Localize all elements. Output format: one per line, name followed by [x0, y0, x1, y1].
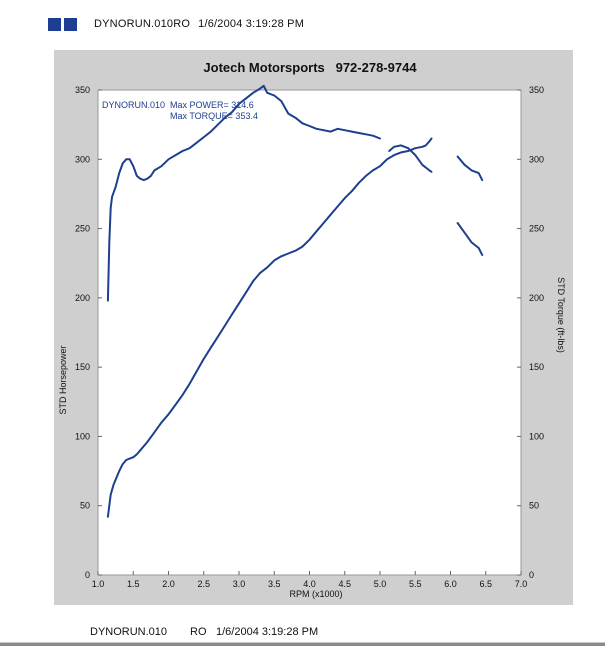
- x-tick-label: 6.0: [444, 579, 457, 589]
- y2-tick-label: 50: [529, 501, 539, 511]
- footer-code: RO: [190, 626, 207, 638]
- x-tick-label: 4.5: [338, 579, 351, 589]
- y2-tick-label: 250: [529, 224, 544, 234]
- x-tick-label: 1.0: [92, 579, 105, 589]
- y-tick-label: 50: [80, 501, 90, 511]
- chart-title: Jotech Motorsports 972-278-9744: [203, 60, 417, 75]
- footer-rule: [0, 643, 605, 646]
- footer-timestamp: 1/6/2004 3:19:28 PM: [216, 626, 319, 638]
- y2-tick-label: 100: [529, 431, 544, 441]
- y-tick-label: 0: [85, 570, 90, 580]
- y2-tick-label: 150: [529, 362, 544, 372]
- footer-rule: [0, 642, 605, 643]
- report-footer: DYNORUN.010 RO 1/6/2004 3:19:28 PM: [0, 620, 605, 646]
- y2-tick-label: 300: [529, 154, 544, 164]
- x-tick-label: 5.0: [374, 579, 387, 589]
- max-power-annotation: DYNORUN.010 Max POWER= 314.6: [102, 100, 254, 110]
- dyno-chart-panel: Jotech Motorsports 972-278-9744 RPM (x10…: [54, 50, 573, 605]
- y-tick-label: 150: [75, 362, 90, 372]
- logo-square-icon: [64, 17, 77, 31]
- x-tick-label: 3.5: [268, 579, 281, 589]
- y-tick-label: 300: [75, 154, 90, 164]
- x-tick-label: 1.5: [127, 579, 140, 589]
- y-tick-label: 100: [75, 431, 90, 441]
- x-axis-label: RPM (x1000): [289, 589, 342, 599]
- x-tick-label: 2.0: [162, 579, 175, 589]
- y-axis-label: STD Horsepower: [58, 345, 68, 414]
- logo-square-icon: [48, 17, 61, 31]
- header-run-label: DYNORUN.010RO: [94, 18, 191, 30]
- y2-tick-label: 0: [529, 570, 534, 580]
- y2-tick-label: 350: [529, 85, 544, 95]
- y-tick-label: 350: [75, 85, 90, 95]
- dyno-chart: Jotech Motorsports 972-278-9744 RPM (x10…: [58, 60, 566, 599]
- x-tick-label: 4.0: [303, 579, 316, 589]
- y-tick-label: 250: [75, 224, 90, 234]
- torque-line-segment: [106, 84, 381, 302]
- y2-tick-label: 200: [529, 293, 544, 303]
- y-tick-label: 200: [75, 293, 90, 303]
- torque-line-segment: [456, 222, 484, 256]
- footer-run-name: DYNORUN.010: [90, 626, 168, 638]
- x-tick-label: 3.0: [233, 579, 246, 589]
- report-header: DYNORUN.010RO 1/6/2004 3:19:28 PM: [48, 14, 304, 34]
- max-torque-annotation: Max TORQUE= 353.4: [170, 111, 258, 121]
- x-tick-label: 7.0: [515, 579, 528, 589]
- torque-line-segment: [456, 155, 484, 182]
- x-tick-label: 2.5: [197, 579, 210, 589]
- x-tick-label: 6.5: [479, 579, 492, 589]
- horsepower-line-segment: [106, 137, 433, 518]
- y2-axis-label: STD Torque (ft-lbs): [556, 277, 566, 353]
- x-tick-label: 5.5: [409, 579, 422, 589]
- header-timestamp: 1/6/2004 3:19:28 PM: [198, 18, 305, 30]
- torque-line-segment: [388, 144, 433, 173]
- plot-area: [97, 89, 522, 576]
